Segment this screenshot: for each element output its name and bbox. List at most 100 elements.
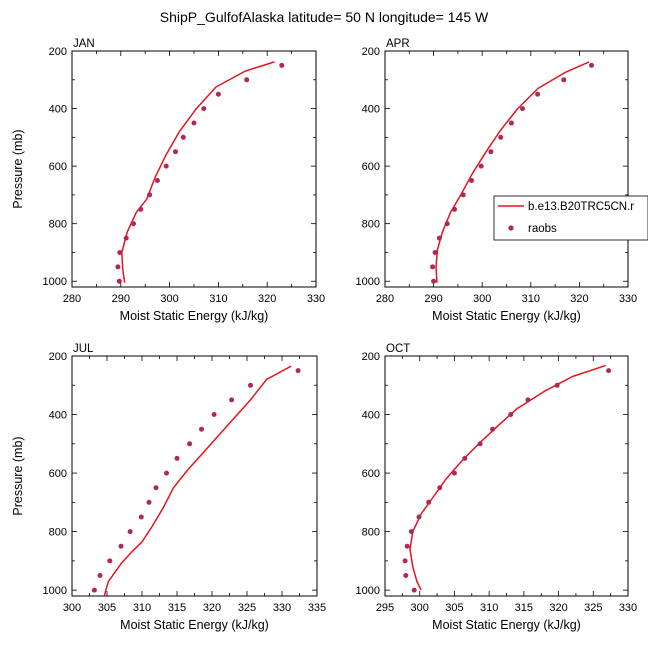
obs-point [107, 558, 113, 564]
y-tick-label: 600 [362, 161, 380, 173]
x-tick-label: 330 [273, 602, 291, 614]
y-tick-label: 1000 [43, 585, 67, 597]
data-region [430, 61, 594, 284]
x-tick-label: 310 [480, 602, 498, 614]
y-tick-label: 800 [362, 527, 380, 539]
x-tick-label: 330 [619, 293, 637, 305]
x-tick-label: 325 [238, 602, 256, 614]
y-tick-label: 1000 [43, 276, 67, 288]
obs-point [215, 91, 221, 97]
obs-point [589, 62, 594, 68]
obs-point [201, 106, 207, 112]
obs-point [248, 382, 253, 388]
obs-point [520, 106, 525, 112]
x-tick-label: 315 [515, 602, 533, 614]
obs-point [478, 163, 484, 169]
obs-point [404, 543, 410, 549]
obs-point [477, 441, 483, 447]
obs-point [469, 178, 474, 183]
panel-label: OCT [386, 343, 410, 355]
y-tick-label: 200 [362, 46, 380, 58]
obs-point [163, 163, 169, 169]
x-tick-label: 290 [112, 293, 130, 305]
obs-point [488, 149, 494, 155]
obs-point [131, 221, 136, 227]
legend-box [493, 195, 648, 241]
x-tick-label: 305 [445, 602, 463, 614]
y-axis-label: Pressure (mb) [11, 129, 25, 208]
obs-point [244, 77, 250, 83]
x-tick-label: 300 [160, 293, 178, 305]
obs-point [138, 514, 144, 520]
obs-point [147, 192, 153, 198]
y-tick-label: 800 [49, 219, 67, 231]
obs-point [117, 250, 123, 255]
obs-point [229, 397, 235, 403]
x-tick-label: 325 [584, 602, 602, 614]
obs-point [408, 529, 414, 535]
obs-point [118, 543, 124, 549]
obs-point [91, 587, 97, 593]
panels-group: JAN 280 290 300 310 320 330 200 400 600 800 1000 Moi… [11, 38, 637, 632]
y-tick-label: 200 [362, 351, 380, 363]
obs-point [403, 573, 409, 578]
legend-obs-marker [508, 225, 514, 231]
obs-point [211, 412, 217, 417]
x-tick-label: 320 [570, 293, 588, 305]
obs-point [402, 558, 408, 564]
obs-point [561, 77, 567, 83]
y-tick-label: 400 [49, 410, 67, 422]
x-tick-label: 310 [522, 293, 540, 305]
x-axis-label: Moist Static Energy (kJ/kg) [432, 309, 581, 323]
x-axis-label: Moist Static Energy (kJ/kg) [120, 309, 269, 323]
obs-point [525, 397, 531, 403]
x-tick-label: 300 [63, 602, 81, 614]
obs-point [191, 120, 197, 126]
obs-point [138, 206, 144, 212]
obs-point [444, 221, 450, 227]
obs-point [146, 499, 152, 505]
x-tick-label: 290 [424, 293, 442, 305]
x-tick-label: 330 [307, 293, 325, 305]
panel-oct: OCT 295 300 305 310 315 320 325 330 200 400 600 800 1… [356, 343, 638, 632]
obs-point [535, 91, 541, 97]
obs-point [180, 134, 186, 140]
panel-label: JUL [73, 343, 94, 355]
obs-point [123, 235, 129, 241]
y-tick-label: 800 [362, 219, 380, 231]
x-tick-label: 300 [411, 602, 429, 614]
x-tick-label: 295 [376, 602, 394, 614]
y-tick-label: 600 [362, 468, 380, 480]
obs-point [436, 235, 442, 241]
obs-point [295, 368, 301, 374]
x-tick-label: 335 [308, 602, 326, 614]
plot-frame [71, 50, 317, 288]
data-region [91, 365, 301, 596]
obs-point [199, 426, 204, 432]
y-tick-label: 400 [362, 410, 380, 422]
obs-point [460, 192, 466, 198]
y-axis-label: Pressure (mb) [11, 436, 25, 515]
x-tick-label: 310 [133, 602, 151, 614]
plot-frame [384, 355, 629, 597]
panel-jul: JUL 300 305 310 315 320 325 330 335 200 400 600 800 1… [11, 343, 326, 632]
obs-point [508, 412, 514, 417]
figure-title: ShipP_GulfofAlaska latitude= 50 N longit… [160, 9, 489, 25]
obs-point [452, 206, 457, 212]
x-tick-label: 310 [209, 293, 227, 305]
y-tick-label: 600 [49, 468, 67, 480]
legend-obs-label: raobs [528, 223, 557, 235]
series-model-line [121, 61, 275, 283]
obs-point [127, 529, 133, 535]
x-tick-label: 320 [549, 602, 567, 614]
obs-point [606, 368, 612, 374]
legend-model-label: b.e13.B20TRC5CN.r [528, 201, 634, 213]
obs-point [498, 134, 504, 140]
obs-point [554, 382, 560, 388]
data-region [402, 364, 612, 593]
y-tick-label: 1000 [356, 276, 380, 288]
obs-point [173, 149, 178, 155]
obs-point [187, 441, 193, 447]
y-tick-label: 200 [49, 351, 67, 363]
